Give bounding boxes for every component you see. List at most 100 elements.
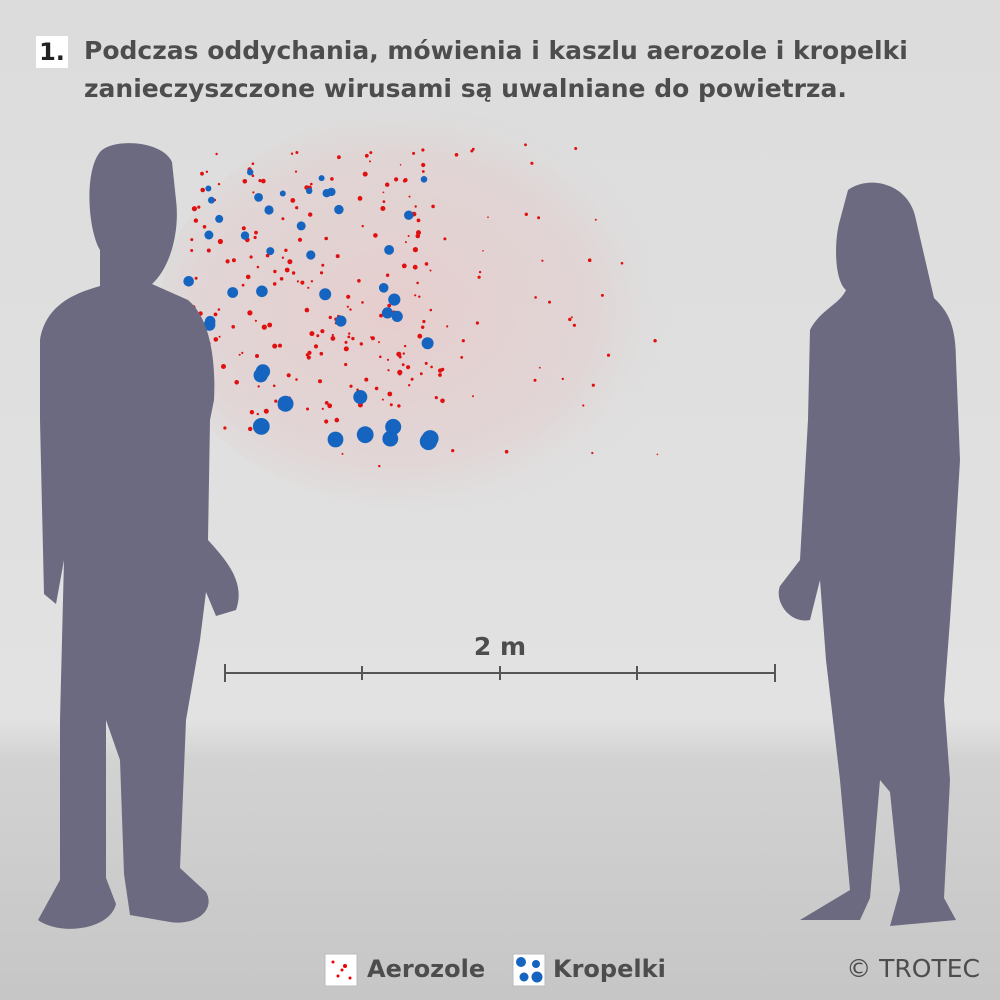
particle bbox=[316, 334, 320, 338]
particle bbox=[272, 384, 276, 388]
particle bbox=[231, 325, 235, 329]
particle bbox=[281, 217, 285, 221]
particle bbox=[347, 335, 351, 339]
particle bbox=[227, 287, 239, 298]
particle bbox=[306, 250, 316, 260]
particle bbox=[274, 399, 278, 403]
particle bbox=[248, 426, 253, 432]
particle bbox=[414, 294, 417, 297]
woman-silhouette bbox=[778, 182, 960, 927]
particle bbox=[215, 152, 218, 156]
legend-dot bbox=[331, 960, 335, 964]
particle bbox=[324, 236, 329, 241]
particle bbox=[318, 379, 322, 384]
particle bbox=[202, 225, 207, 229]
legend-dot bbox=[531, 971, 543, 983]
particle bbox=[401, 363, 405, 367]
particle bbox=[407, 235, 410, 237]
particle bbox=[570, 316, 573, 319]
particle bbox=[359, 342, 363, 346]
particle bbox=[205, 170, 209, 173]
particle bbox=[353, 390, 368, 404]
particle bbox=[538, 366, 541, 369]
particle bbox=[478, 270, 482, 274]
particle bbox=[204, 230, 214, 240]
particle bbox=[402, 179, 407, 183]
particle bbox=[587, 258, 592, 263]
particle bbox=[240, 231, 250, 240]
particle bbox=[412, 151, 416, 155]
particle bbox=[221, 364, 226, 369]
particle bbox=[370, 336, 375, 341]
particle bbox=[451, 449, 455, 453]
particle bbox=[548, 300, 551, 304]
particle bbox=[183, 276, 194, 287]
particle bbox=[364, 153, 369, 158]
particle bbox=[582, 404, 585, 407]
particle bbox=[524, 212, 528, 216]
particle bbox=[373, 233, 378, 238]
particle bbox=[403, 344, 407, 348]
particle bbox=[424, 262, 429, 266]
particle bbox=[346, 305, 349, 308]
distance-label: 2 m bbox=[474, 632, 526, 661]
particle bbox=[279, 277, 284, 281]
particle bbox=[421, 430, 439, 447]
particle bbox=[482, 250, 484, 252]
particle bbox=[344, 340, 348, 344]
particle bbox=[194, 276, 198, 280]
particle bbox=[410, 377, 414, 381]
particle bbox=[273, 269, 277, 274]
particle bbox=[264, 205, 274, 215]
particle bbox=[291, 271, 296, 275]
particle bbox=[208, 196, 215, 204]
particle bbox=[200, 171, 204, 176]
particle bbox=[206, 248, 211, 253]
particle bbox=[349, 308, 352, 311]
particle bbox=[568, 317, 572, 322]
particle bbox=[351, 336, 355, 341]
particle bbox=[382, 200, 386, 204]
particle bbox=[417, 333, 423, 339]
particle bbox=[247, 169, 254, 176]
particle bbox=[306, 355, 311, 360]
particle bbox=[394, 177, 399, 182]
particle bbox=[446, 325, 449, 328]
particle bbox=[404, 210, 414, 220]
particle bbox=[295, 206, 299, 210]
particle bbox=[606, 353, 611, 357]
particle bbox=[472, 395, 474, 398]
particle bbox=[279, 190, 286, 197]
particle bbox=[241, 283, 245, 287]
particle bbox=[378, 341, 380, 344]
particle bbox=[379, 313, 383, 318]
particle bbox=[398, 372, 402, 376]
particle bbox=[331, 333, 334, 337]
particle bbox=[385, 418, 402, 435]
particle bbox=[414, 205, 417, 208]
particle bbox=[408, 384, 411, 387]
particle bbox=[254, 319, 257, 322]
particle bbox=[399, 164, 402, 166]
particle bbox=[217, 308, 221, 311]
particle bbox=[190, 249, 194, 252]
particle bbox=[591, 383, 595, 387]
particle bbox=[420, 176, 428, 183]
particle bbox=[561, 377, 564, 381]
particle bbox=[294, 170, 298, 173]
particle bbox=[431, 204, 435, 209]
particle bbox=[256, 265, 260, 269]
particle bbox=[277, 395, 294, 412]
particle bbox=[253, 235, 257, 240]
particle bbox=[327, 403, 333, 409]
legend-label: Kropelki bbox=[553, 955, 666, 983]
particle bbox=[401, 263, 407, 269]
man-silhouette bbox=[38, 143, 239, 929]
particle bbox=[416, 281, 419, 285]
particle bbox=[391, 310, 403, 322]
particle bbox=[213, 337, 219, 342]
legend-dot bbox=[532, 960, 540, 968]
particle bbox=[387, 391, 393, 397]
particle bbox=[310, 182, 313, 186]
